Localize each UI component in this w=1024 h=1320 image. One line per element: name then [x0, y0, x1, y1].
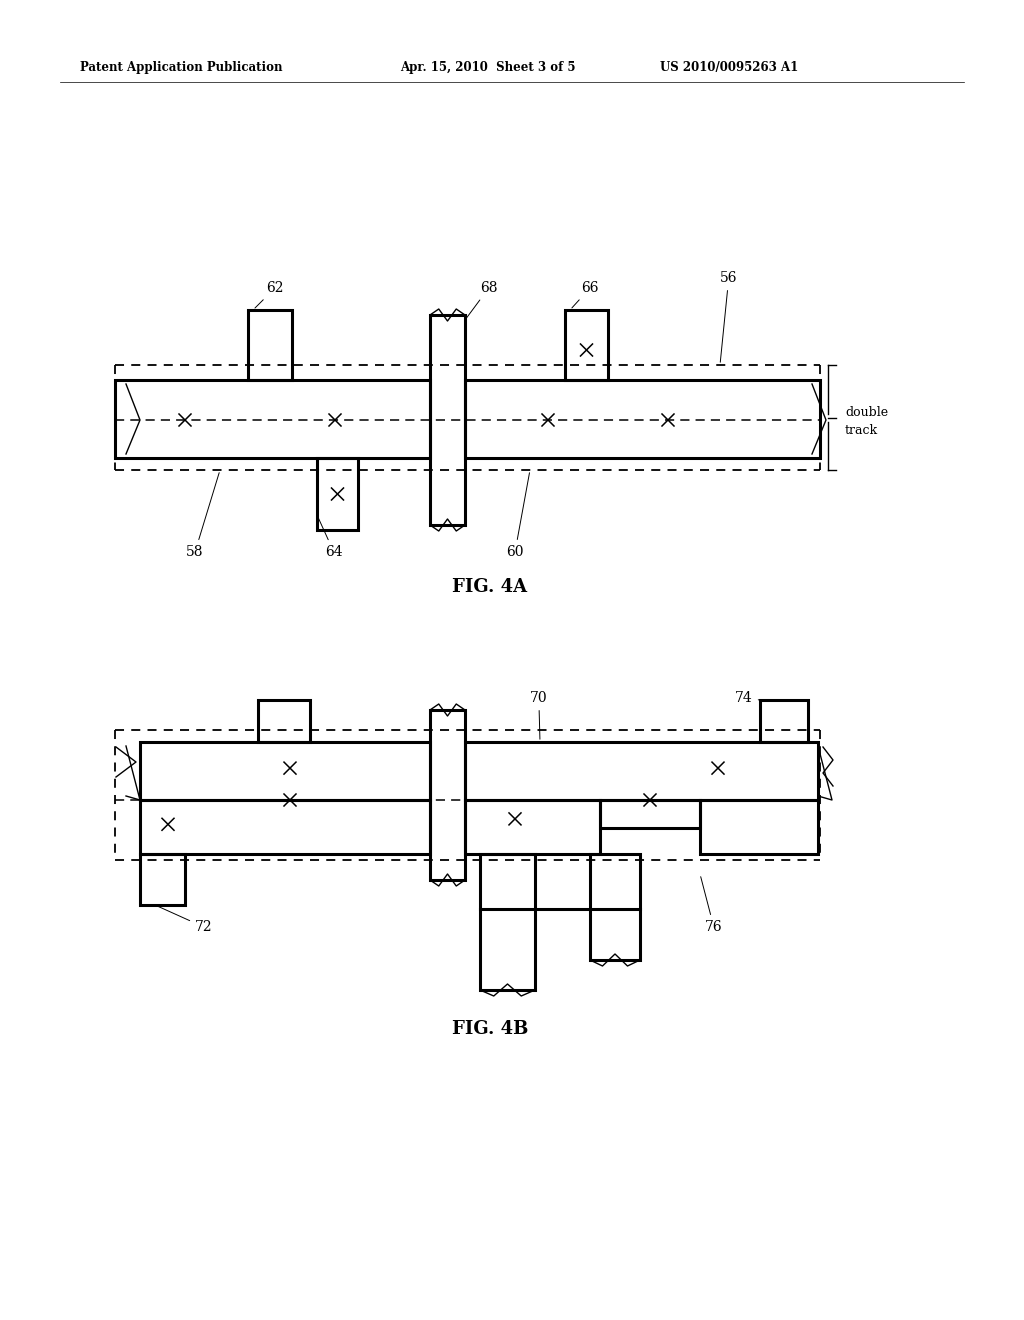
Text: Apr. 15, 2010  Sheet 3 of 5: Apr. 15, 2010 Sheet 3 of 5 [400, 62, 575, 74]
Text: Patent Application Publication: Patent Application Publication [80, 62, 283, 74]
Text: US 2010/0095263 A1: US 2010/0095263 A1 [660, 62, 799, 74]
Text: track: track [845, 424, 879, 437]
Text: 72: 72 [158, 906, 213, 935]
Text: 56: 56 [720, 271, 737, 362]
Text: 74: 74 [735, 690, 760, 705]
Text: 68: 68 [467, 281, 498, 318]
Text: 62: 62 [255, 281, 284, 308]
Text: 70: 70 [530, 690, 548, 739]
Text: 64: 64 [318, 517, 343, 558]
Text: 76: 76 [700, 876, 723, 935]
Text: 66: 66 [571, 281, 599, 308]
Text: double: double [845, 405, 888, 418]
Text: 58: 58 [186, 473, 219, 558]
Text: FIG. 4A: FIG. 4A [453, 578, 527, 597]
Text: FIG. 4B: FIG. 4B [452, 1020, 528, 1038]
Text: 60: 60 [506, 473, 529, 558]
